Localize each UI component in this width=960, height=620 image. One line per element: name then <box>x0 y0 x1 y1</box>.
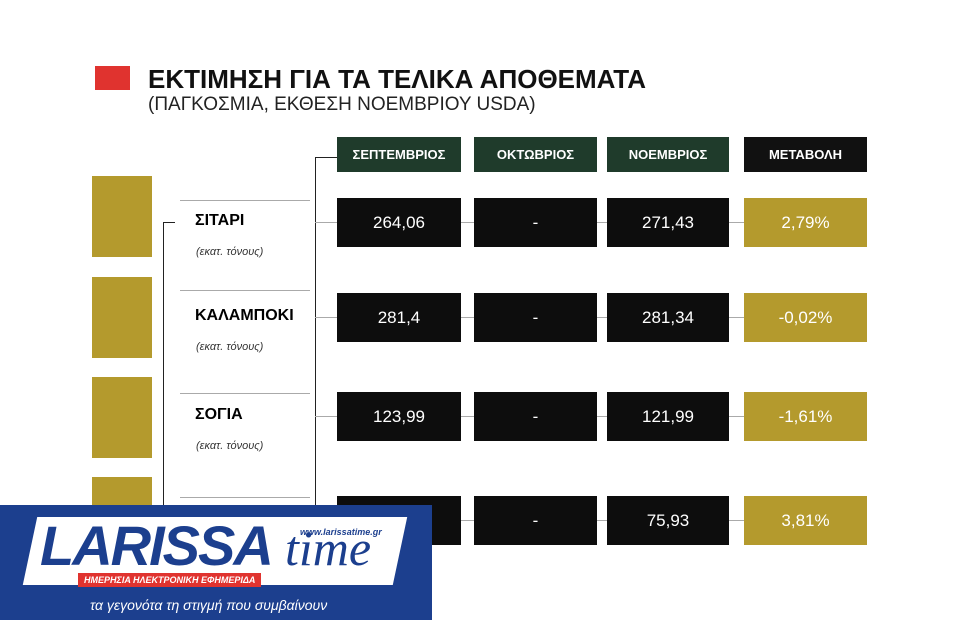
row-name: ΣΙΤΑΡΙ <box>195 212 245 229</box>
value-cell: 281,4 <box>337 293 461 342</box>
value-cell: 121,99 <box>607 392 729 441</box>
crop-icon <box>92 377 152 458</box>
crop-icon <box>92 277 152 358</box>
separator <box>180 497 310 498</box>
connector <box>315 157 316 535</box>
logo-url: www.larissatime.gr <box>300 527 382 537</box>
logo-strap: ΗΜΕΡΗΣΙΑ ΗΛΕΚΤΡΟΝΙΚΗ ΕΦΗΜΕΡΙΔΑ <box>78 573 262 587</box>
row-unit: (εκατ. τόνους) <box>196 341 264 353</box>
logo-name2: time <box>285 520 372 576</box>
separator <box>180 200 310 201</box>
value-cell: - <box>474 392 597 441</box>
value-cell: -0,02% <box>744 293 867 342</box>
value-cell: - <box>474 293 597 342</box>
value-cell: - <box>474 198 597 247</box>
logo-name: LARISSA <box>40 514 274 577</box>
value-cell: 2,79% <box>744 198 867 247</box>
value-cell: 75,93 <box>607 496 729 545</box>
connector <box>315 157 337 158</box>
value-cell: 3,81% <box>744 496 867 545</box>
value-cell: 281,34 <box>607 293 729 342</box>
logo: LARISSA time www.larissatime.gr ΗΜΕΡΗΣΙΑ… <box>0 505 432 620</box>
column-header: ΣΕΠΤΕΜΒΡΙΟΣ <box>337 137 461 172</box>
red-marker <box>95 66 130 90</box>
value-cell: 123,99 <box>337 392 461 441</box>
row-unit: (εκατ. τόνους) <box>196 440 264 452</box>
column-header: ΜΕΤΑΒΟΛΗ <box>744 137 867 172</box>
subtitle: (ΠΑΓΚΟΣΜΙΑ, ΕΚΘΕΣΗ ΝΟΕΜΒΡΙΟΥ USDA) <box>148 94 536 115</box>
column-header: ΝΟΕΜΒΡΙΟΣ <box>607 137 729 172</box>
row-name: ΚΑΛΑΜΠΟΚΙ <box>195 307 294 324</box>
column-header: ΟΚΤΩΒΡΙΟΣ <box>474 137 597 172</box>
logo-tagline: τα γεγονότα τη στιγμή που συμβαίνουν <box>90 597 328 613</box>
separator <box>180 290 310 291</box>
value-cell: 264,06 <box>337 198 461 247</box>
value-cell: - <box>474 496 597 545</box>
crop-icon <box>92 176 152 257</box>
separator <box>180 393 310 394</box>
bracket <box>163 222 175 223</box>
value-cell: 271,43 <box>607 198 729 247</box>
title: ΕΚΤΙΜΗΣΗ ΓΙΑ ΤΑ ΤΕΛΙΚΑ ΑΠΟΘΕΜΑΤΑ <box>148 64 647 94</box>
row-name: ΣΟΓΙΑ <box>195 406 243 423</box>
bracket <box>163 222 164 522</box>
row-unit: (εκατ. τόνους) <box>196 246 264 258</box>
value-cell: -1,61% <box>744 392 867 441</box>
